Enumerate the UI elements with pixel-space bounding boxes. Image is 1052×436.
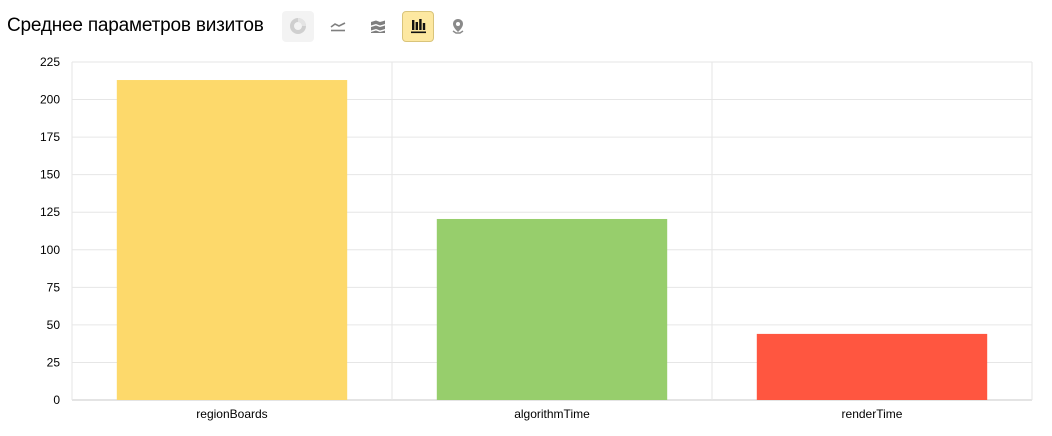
widget-title: Среднее параметров визитов (7, 15, 264, 36)
x-tick-label: algorithmTime (514, 407, 590, 421)
y-tick-label: 125 (40, 205, 60, 219)
widget-header: Среднее параметров визитов (0, 8, 482, 44)
bar-algorithmTime[interactable] (436, 218, 668, 400)
pie-chart-button (281, 10, 314, 42)
chart-type-toolbar (281, 10, 482, 42)
stacked-area-chart-button[interactable] (362, 11, 394, 42)
y-tick-label: 175 (40, 130, 60, 144)
bar-renderTime[interactable] (756, 333, 988, 400)
map-button[interactable] (442, 11, 474, 42)
y-tick-label: 225 (40, 55, 60, 69)
stacked-area-chart-icon (370, 20, 385, 33)
pie-chart-icon (289, 18, 306, 34)
y-tick-label: 50 (47, 318, 61, 332)
y-tick-label: 150 (40, 168, 60, 182)
bar-chart: 0 25 50 75 100 125 150 175 200 225 regionBoards al… (40, 55, 1033, 421)
y-axis: 0 25 50 75 100 125 150 175 200 225 (40, 55, 60, 407)
x-tick-label: renderTime (842, 407, 903, 421)
y-tick-label: 25 (47, 355, 61, 369)
y-tick-label: 75 (47, 280, 61, 294)
chart-area: 0 25 50 75 100 125 150 175 200 225 regionBoards al… (0, 50, 1052, 436)
y-tick-label: 100 (40, 243, 60, 257)
line-chart-button[interactable] (322, 11, 354, 42)
map-pin-icon (452, 19, 463, 34)
bar-chart-button[interactable] (401, 10, 434, 42)
x-tick-label: regionBoards (196, 407, 267, 421)
bar-regionBoards[interactable] (116, 80, 348, 400)
bar-chart-icon (410, 19, 426, 34)
x-axis: regionBoards algorithmTime renderTime (196, 407, 902, 421)
line-chart-icon (330, 22, 345, 32)
y-tick-label: 200 (40, 93, 60, 107)
bars-layer (116, 80, 988, 400)
y-tick-label: 0 (53, 393, 60, 407)
